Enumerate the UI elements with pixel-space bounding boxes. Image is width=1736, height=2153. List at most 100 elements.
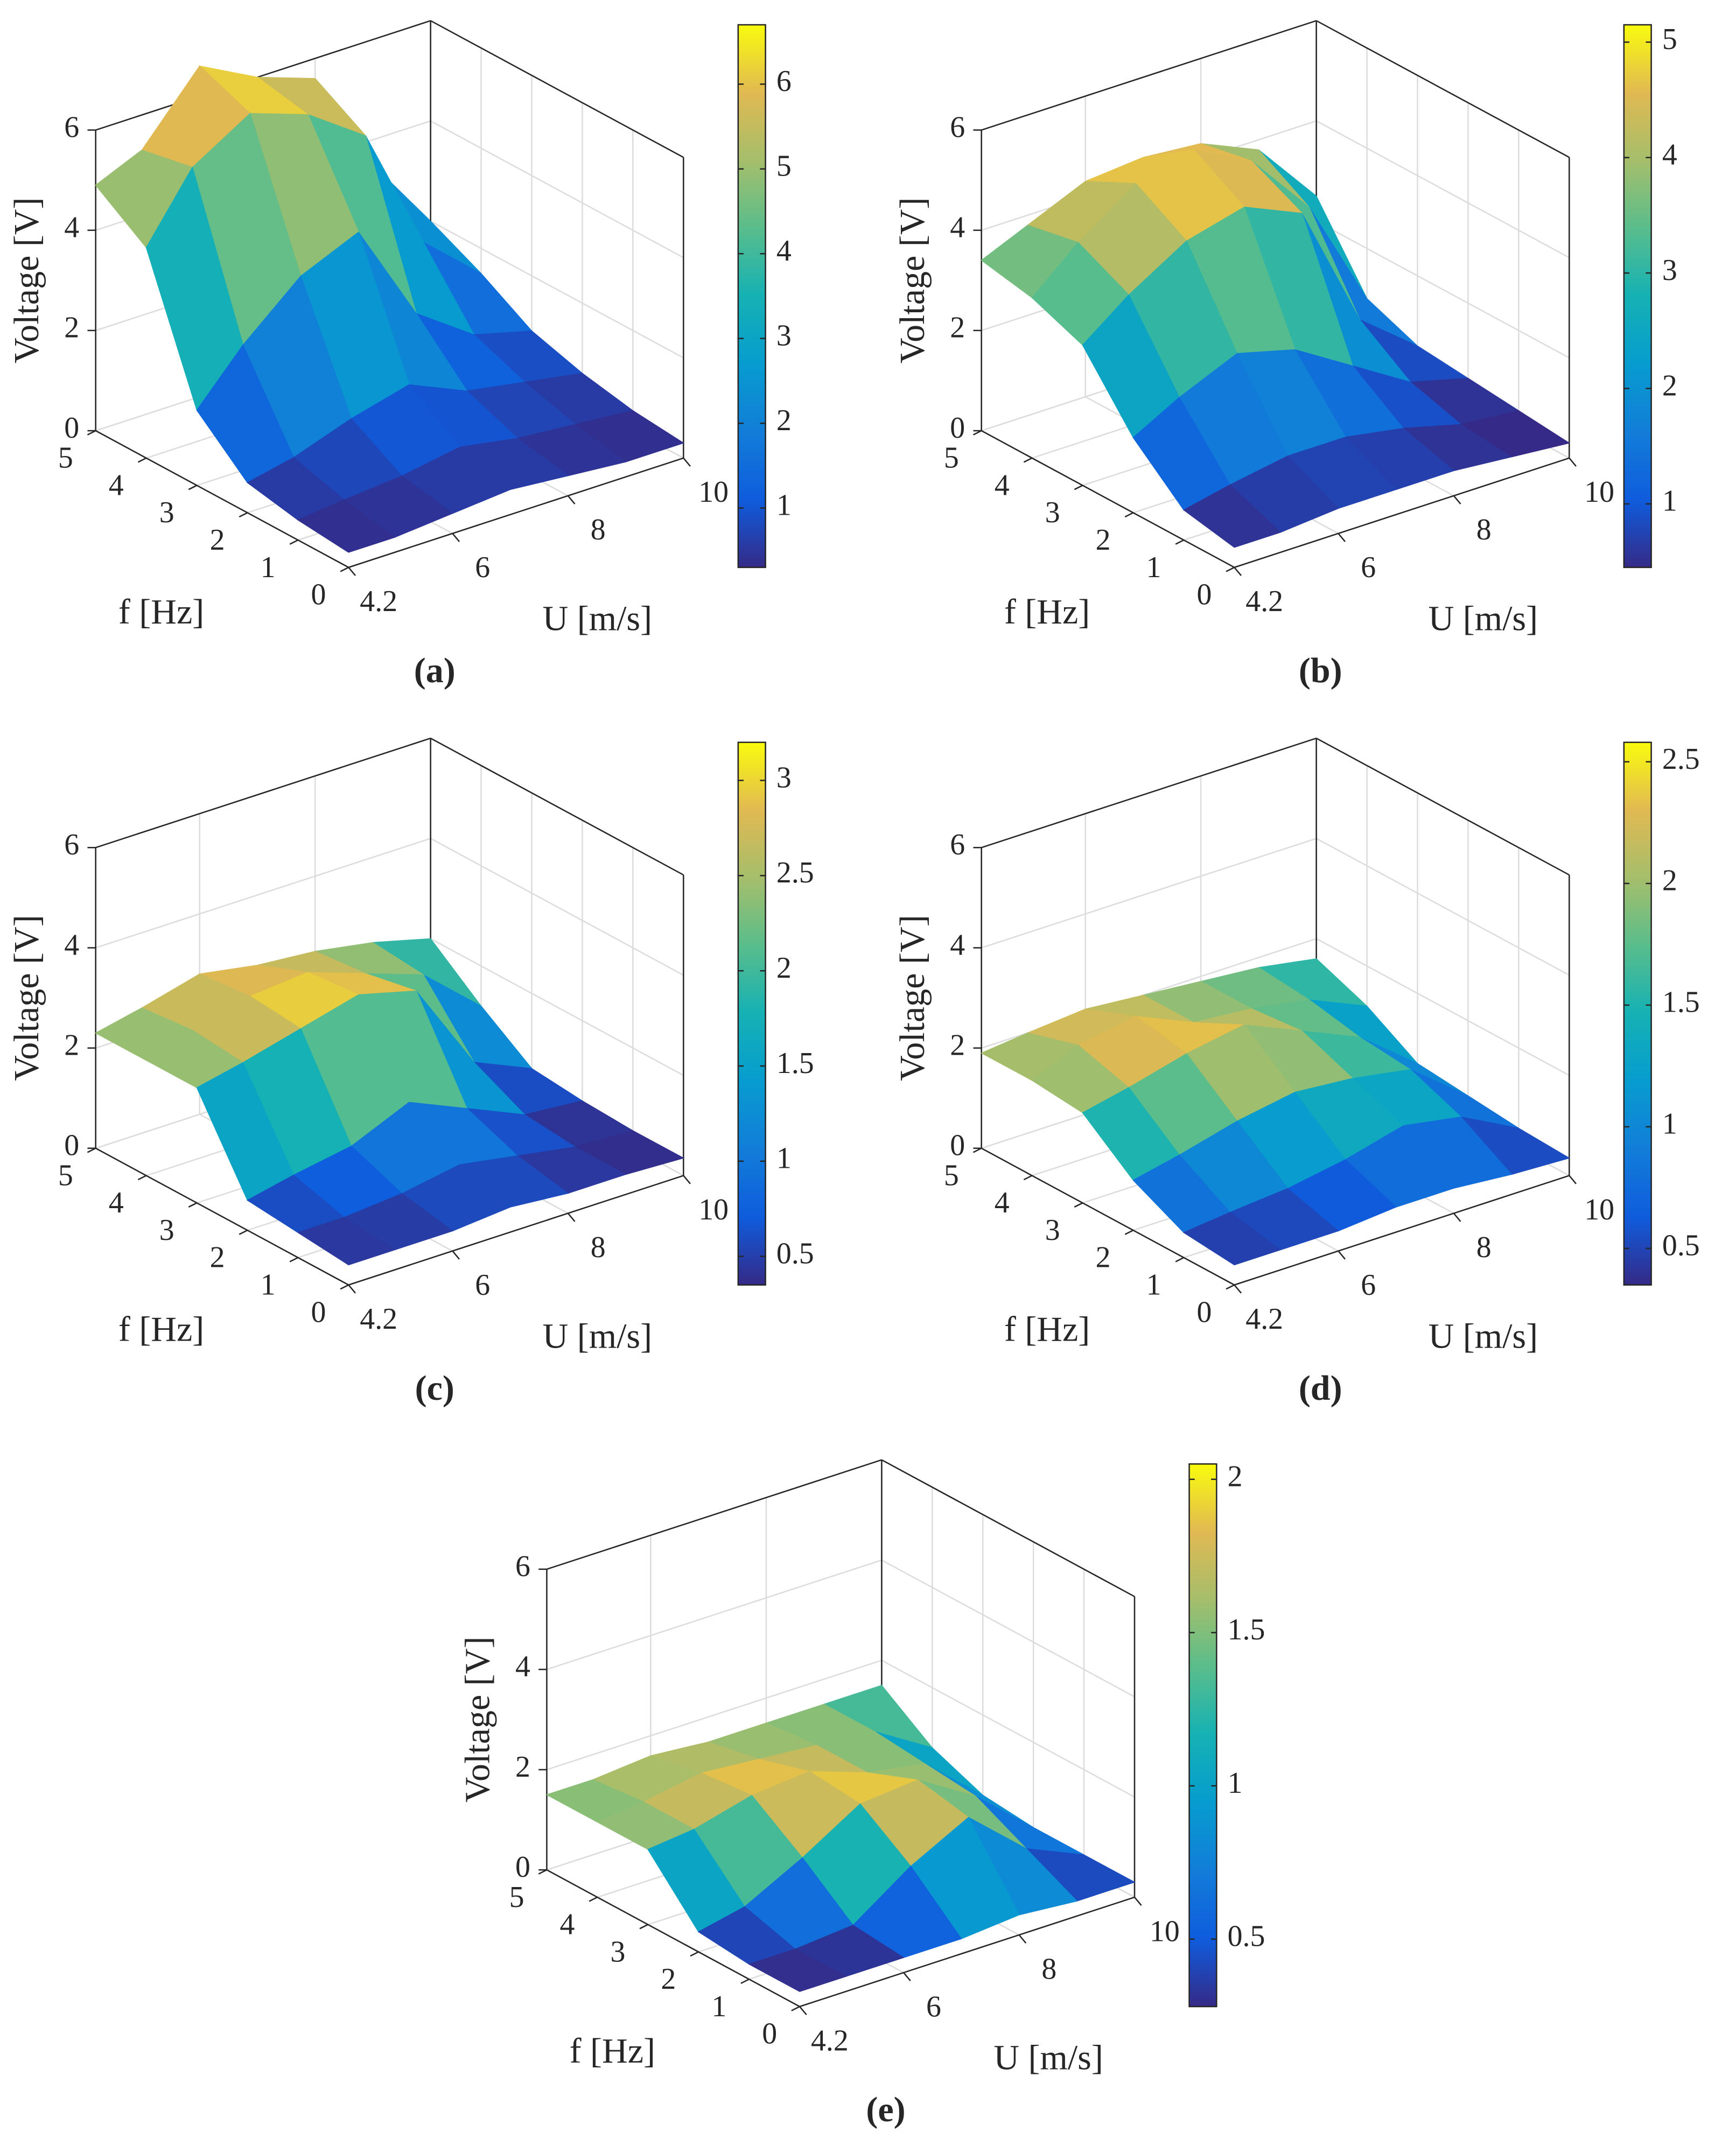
wall-grid-line [881, 1559, 1135, 1698]
y-tick-label: 2 [1096, 1241, 1111, 1274]
z-tick-label: 6 [64, 828, 79, 861]
colorbar-tick-label: 4 [776, 234, 792, 268]
z-axis-label: Voltage [V] [458, 1637, 498, 1803]
y-axis-label: f [Hz] [1004, 1310, 1090, 1349]
z-tick-label: 4 [64, 211, 79, 244]
x-tick [1134, 1897, 1142, 1906]
y-tick [589, 1896, 598, 1902]
axis-line [1234, 1175, 1570, 1286]
wall-grid-line [1316, 120, 1570, 258]
y-tick-label: 2 [1096, 523, 1111, 557]
wall-grid-line [95, 838, 431, 949]
y-tick [1124, 512, 1134, 518]
wall-grid-line [547, 1559, 882, 1671]
z-tick-label: 0 [950, 411, 965, 445]
y-tick-label: 5 [509, 1881, 524, 1914]
y-tick [1226, 1284, 1235, 1290]
x-tick-label: 8 [591, 1231, 606, 1264]
y-tick-label: 4 [995, 1186, 1010, 1219]
x-tick-label: 10 [1150, 1914, 1180, 1948]
wall-grid-line [430, 120, 684, 258]
colorbar-tick-label: 6 [776, 65, 792, 98]
y-tick [289, 1257, 298, 1263]
y-tick [1074, 1202, 1083, 1208]
x-tick-label: 6 [475, 551, 490, 584]
wall-grid-line [430, 220, 684, 359]
axis-line [348, 1175, 684, 1286]
x-tick [799, 2006, 807, 2016]
colorbar-tick-label: 1.5 [776, 1047, 814, 1080]
x-tick [1234, 567, 1242, 576]
colorbar-tick-label: 2.5 [1662, 742, 1700, 776]
colorbar-tick-label: 1 [776, 1142, 792, 1175]
y-tick [137, 457, 147, 463]
x-tick-label: 4.2 [811, 2024, 849, 2057]
y-tick-label: 5 [58, 441, 73, 475]
y-tick-label: 2 [661, 1962, 676, 1996]
axis-line [981, 430, 1235, 568]
x-tick-label: 10 [1584, 1193, 1614, 1226]
x-tick-label: 6 [475, 1268, 490, 1302]
wall-grid-line [547, 1659, 882, 1771]
x-tick [452, 533, 460, 542]
x-tick [683, 1175, 691, 1184]
y-tick [289, 539, 298, 545]
x-axis-label: U [m/s] [1429, 1316, 1538, 1356]
y-tick-label: 2 [210, 523, 225, 557]
z-tick-label: 2 [64, 1028, 79, 1062]
y-tick [1226, 566, 1235, 572]
x-tick-label: 4.2 [360, 1302, 397, 1336]
colorbar-tick-label: 1 [1662, 485, 1677, 518]
subplot-title: (a) [414, 651, 456, 690]
axis-line [546, 1869, 800, 2008]
y-tick-label: 1 [1146, 551, 1161, 584]
x-tick [348, 567, 356, 576]
x-tick [1338, 533, 1346, 542]
y-tick-label: 1 [711, 1990, 726, 2023]
x-tick-label: 6 [926, 1990, 941, 2023]
wall-grid-line [981, 838, 1317, 949]
y-tick [1175, 1257, 1184, 1263]
y-tick [1023, 457, 1033, 463]
x-tick-label: 4.2 [1245, 585, 1283, 618]
colorbar [1188, 1463, 1217, 2008]
y-tick [740, 1979, 750, 1984]
x-tick [1234, 1284, 1242, 1294]
y-tick-label: 4 [995, 468, 1010, 502]
wall-grid-line [1316, 938, 1570, 1076]
z-tick-label: 6 [950, 828, 965, 861]
y-tick-label: 3 [159, 496, 174, 529]
colorbar [737, 741, 766, 1286]
x-tick [683, 457, 691, 467]
colorbar-tick-label: 1 [776, 488, 792, 522]
wall-grid-line [881, 1659, 1135, 1798]
colorbar-tick-label: 3 [776, 319, 792, 353]
colorbar [1623, 741, 1652, 1286]
y-tick [340, 566, 349, 572]
z-tick-label: 0 [64, 1129, 79, 1162]
x-tick-label: 4.2 [360, 585, 397, 618]
z-axis-label: Voltage [V] [893, 915, 932, 1081]
axis-line [981, 20, 1317, 131]
y-axis-label: f [Hz] [118, 1310, 204, 1349]
y-tick [690, 1951, 699, 1957]
y-tick-label: 5 [944, 441, 959, 475]
axis-line [981, 1147, 1235, 1286]
x-tick [1018, 1934, 1027, 1944]
y-tick-label: 0 [1197, 578, 1212, 612]
y-tick [1023, 1175, 1033, 1181]
axis-line [95, 737, 431, 848]
y-tick [239, 1229, 248, 1235]
y-tick [1175, 539, 1184, 545]
x-tick [1569, 457, 1577, 467]
wall-grid-line [1316, 838, 1570, 976]
colorbar-tick-label: 2 [1228, 1460, 1243, 1493]
x-tick [567, 495, 576, 504]
colorbar-tick-label: 1 [1228, 1766, 1243, 1800]
wall-grid-line [430, 938, 684, 1076]
z-tick-label: 4 [515, 1650, 530, 1684]
axis-line [1234, 457, 1570, 569]
x-tick [452, 1250, 460, 1260]
